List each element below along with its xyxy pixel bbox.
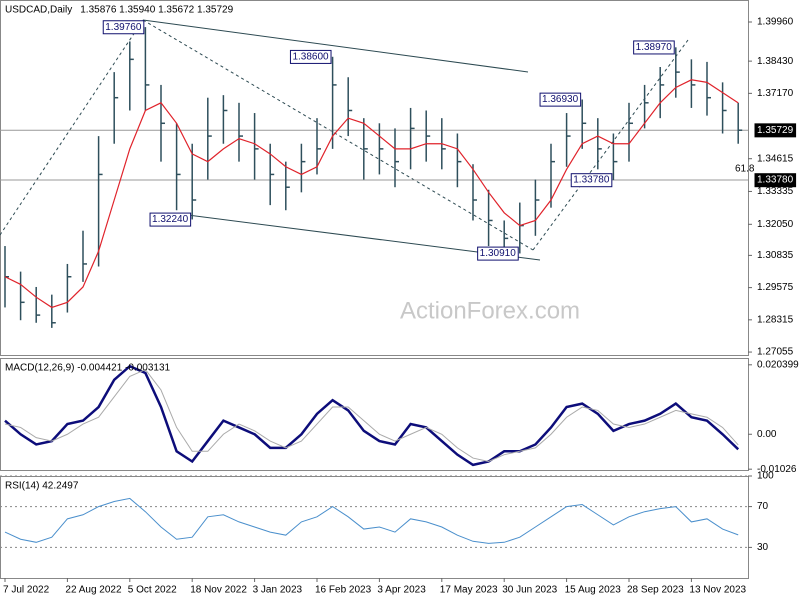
macd-frame — [0, 358, 749, 471]
panel-title: USDCAD,Daily — [5, 5, 72, 16]
y-tick-label: 0.00 — [757, 429, 777, 440]
label-box — [149, 212, 192, 227]
x-tick-label: 22 Aug 2022 — [65, 585, 122, 596]
label-box — [477, 246, 519, 261]
x-tick-label: 3 Jan 2023 — [253, 585, 303, 596]
series-line — [4, 364, 740, 467]
y-tick-label: 0.020399 — [757, 359, 799, 370]
y-tick-label: 1.33335 — [757, 186, 794, 197]
annotation-label: 1.38600 — [292, 51, 329, 62]
label-box — [754, 123, 797, 138]
x-tick-label: 28 Sep 2023 — [627, 585, 684, 596]
series-line — [4, 368, 739, 463]
panel-quote: 1.35876 1.35940 1.35672 1.35729 — [80, 5, 233, 16]
panel-title: MACD(12,26,9) -0.004421 -0.003131 — [5, 363, 171, 374]
annotation-label: 1.32240 — [152, 214, 189, 225]
price-frame — [0, 0, 749, 356]
annotation-label: 1.36930 — [542, 94, 579, 105]
moving-average — [4, 79, 739, 309]
x-tick-label: 5 Oct 2022 — [128, 585, 177, 596]
plot-layer: 1.39960 1.38430 1.37170 1.34615 1.33335 1.320… — [0, 5, 799, 596]
x-tick-label: 13 Nov 2023 — [689, 585, 746, 596]
label-box — [289, 49, 332, 64]
annotation-label: 1.39760 — [105, 22, 142, 33]
x-tick-label: 18 Nov 2022 — [190, 585, 247, 596]
label-box — [102, 20, 145, 35]
y-tick-label: 1.29575 — [757, 282, 794, 293]
price-marker: 1.33780 — [757, 175, 794, 186]
y-tick-label: 1.38430 — [757, 56, 794, 67]
channel-line — [142, 19, 529, 73]
panel-title: RSI(14) 42.2497 — [5, 481, 79, 492]
x-tick-label: 15 Aug 2023 — [565, 585, 622, 596]
y-tick-label: 70 — [757, 501, 769, 512]
label-box — [754, 173, 797, 188]
y-tick-label: 100 — [757, 471, 774, 482]
x-tick-label: 7 Jul 2022 — [3, 585, 50, 596]
x-tick-label: 16 Feb 2023 — [315, 585, 372, 596]
y-tick-label: 1.34615 — [757, 153, 794, 164]
fib-label: 61.8 — [735, 164, 755, 175]
y-tick-label: 1.30835 — [757, 250, 794, 261]
label-box — [633, 40, 675, 55]
y-tick-label: 30 — [757, 542, 769, 553]
watermark: ActionForex.com — [400, 297, 580, 324]
x-tick-label: 3 Apr 2023 — [377, 585, 426, 596]
x-tick-label: 30 Jun 2023 — [502, 585, 557, 596]
y-tick-label: 1.32050 — [757, 219, 794, 230]
series-line — [4, 497, 739, 544]
rsi-frame — [0, 476, 749, 579]
label-box — [570, 173, 613, 188]
y-tick-label: 1.28315 — [757, 314, 794, 325]
y-tick-label: 1.27055 — [757, 347, 794, 358]
x-tick-label: 17 May 2023 — [440, 585, 498, 596]
y-tick-label: 1.37170 — [757, 88, 794, 99]
trend-dash — [532, 39, 689, 251]
annotation-label: 1.30910 — [480, 248, 517, 259]
y-tick-label: 1.39960 — [757, 17, 794, 28]
trend-dash — [0, 19, 144, 236]
annotation-label: 1.38970 — [636, 42, 673, 53]
label-box — [539, 92, 582, 107]
annotation-label: 1.33780 — [573, 175, 610, 186]
y-tick-label: -0.01026 — [757, 464, 797, 475]
price-marker: 1.35729 — [757, 125, 794, 136]
